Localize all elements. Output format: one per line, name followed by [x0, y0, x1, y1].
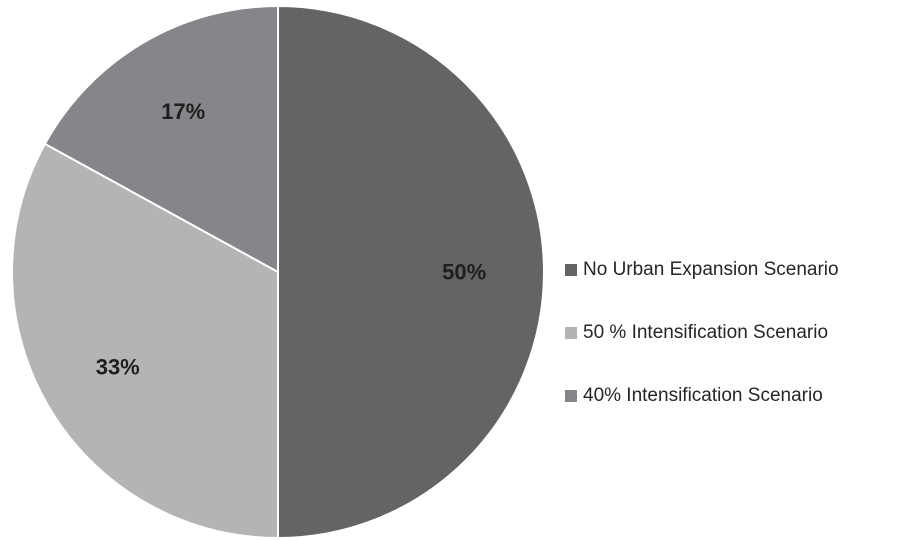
legend-swatch-40-intensification — [565, 390, 577, 402]
pie-slice-no-urban-expansion — [277, 4, 545, 540]
slice-label-40-intensification: 17% — [161, 99, 205, 124]
legend-label: 40% Intensification Scenario — [583, 385, 823, 406]
legend-item-50-intensification: 50 % Intensification Scenario — [565, 317, 839, 349]
legend-swatch-no-urban-expansion — [565, 264, 577, 276]
pie-chart: 50% 33% 17% — [11, 4, 545, 540]
slice-label-no-urban-expansion: 50% — [442, 260, 486, 285]
legend-item-40-intensification: 40% Intensification Scenario — [565, 380, 839, 412]
slice-label-50-intensification: 33% — [96, 354, 140, 379]
pie-slice-40-intensification — [43, 4, 279, 274]
chart-legend: No Urban Expansion Scenario 50 % Intensi… — [565, 254, 839, 443]
pie-slice-50-intensification — [11, 142, 279, 540]
legend-swatch-50-intensification — [565, 327, 577, 339]
legend-label: No Urban Expansion Scenario — [583, 259, 839, 280]
legend-item-no-urban-expansion: No Urban Expansion Scenario — [565, 254, 839, 286]
legend-label: 50 % Intensification Scenario — [583, 322, 829, 343]
